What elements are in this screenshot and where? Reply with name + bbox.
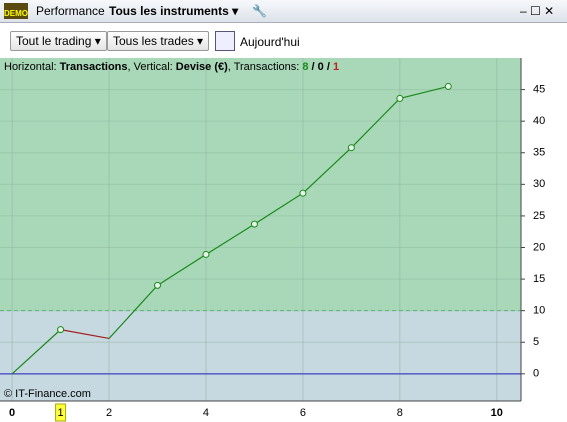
tick-highlight [55, 403, 67, 422]
y-tick-label: 25 [533, 210, 545, 222]
x-tick-label: 0 [9, 407, 15, 419]
x-tick-label: 6 [300, 407, 306, 419]
line-segment [11, 329, 61, 375]
y-tick-label: 30 [533, 178, 545, 190]
y-tick-label: 45 [533, 83, 545, 95]
instrument: Tous les instruments [109, 4, 229, 18]
date: Aujourd'hui [240, 35, 300, 49]
point [396, 94, 404, 102]
header-part: 8 [302, 61, 308, 73]
header-part: 1 [333, 61, 339, 73]
point [250, 220, 258, 228]
line-segment [350, 98, 401, 149]
demo-icon: DEMO [4, 3, 28, 19]
instrument-select[interactable]: Tous les instruments ▾ [109, 4, 239, 18]
filter-button[interactable]: Tout le trading ▾ [10, 31, 107, 51]
calendar-icon[interactable] [215, 31, 235, 51]
x-tick-label: 8 [397, 407, 403, 419]
below-zone [0, 310, 521, 401]
point [154, 281, 162, 289]
chart-header: Horizontal: Transactions, Vertical: Devi… [4, 61, 339, 73]
y-tick-label: 10 [533, 305, 545, 317]
header-part: , Transactions: [228, 61, 303, 73]
y-tick-label: 15 [533, 273, 545, 285]
filter-text: Tous les trades [113, 34, 194, 48]
point [444, 82, 452, 90]
line-segment [60, 329, 110, 340]
filter-button[interactable]: Tous les trades ▾ [107, 31, 210, 51]
x-tick-label: 4 [203, 407, 209, 419]
line-segment [205, 223, 255, 255]
line-segment [254, 192, 304, 225]
x-tick-label: 2 [106, 407, 112, 419]
line-segment [108, 284, 158, 339]
line-segment [302, 147, 352, 194]
settings-icon[interactable]: 🔧 [252, 4, 267, 18]
copyright: © IT-Finance.com [4, 388, 91, 400]
header-part: , Vertical: [128, 61, 176, 73]
line-segment [399, 85, 449, 100]
header-part: Transactions [60, 61, 128, 73]
filter-text: Tout le trading [16, 34, 92, 48]
y-tick-label: 5 [533, 336, 539, 348]
x-tick-label: 10 [491, 407, 503, 419]
header-part: / [309, 61, 318, 73]
window-icons[interactable]: – ☐ ✕ [520, 4, 555, 18]
y-tick-label: 40 [533, 115, 545, 127]
x-tick-label: 1 [58, 407, 64, 419]
point [299, 189, 307, 197]
point [202, 250, 210, 258]
header-part: Devise (€) [176, 61, 228, 73]
header-part: Horizontal: [4, 61, 60, 73]
header-part: / [324, 61, 333, 73]
line-segment [157, 253, 207, 286]
point [57, 326, 65, 334]
tab[interactable]: Performance [36, 4, 105, 18]
point [347, 144, 355, 152]
y-tick-label: 20 [533, 241, 545, 253]
y-tick-label: 0 [533, 368, 539, 380]
header-part: 0 [318, 61, 324, 73]
y-tick-label: 35 [533, 147, 545, 159]
toolbar: DEMO Performance Tous les instruments ▾ … [0, 0, 567, 23]
